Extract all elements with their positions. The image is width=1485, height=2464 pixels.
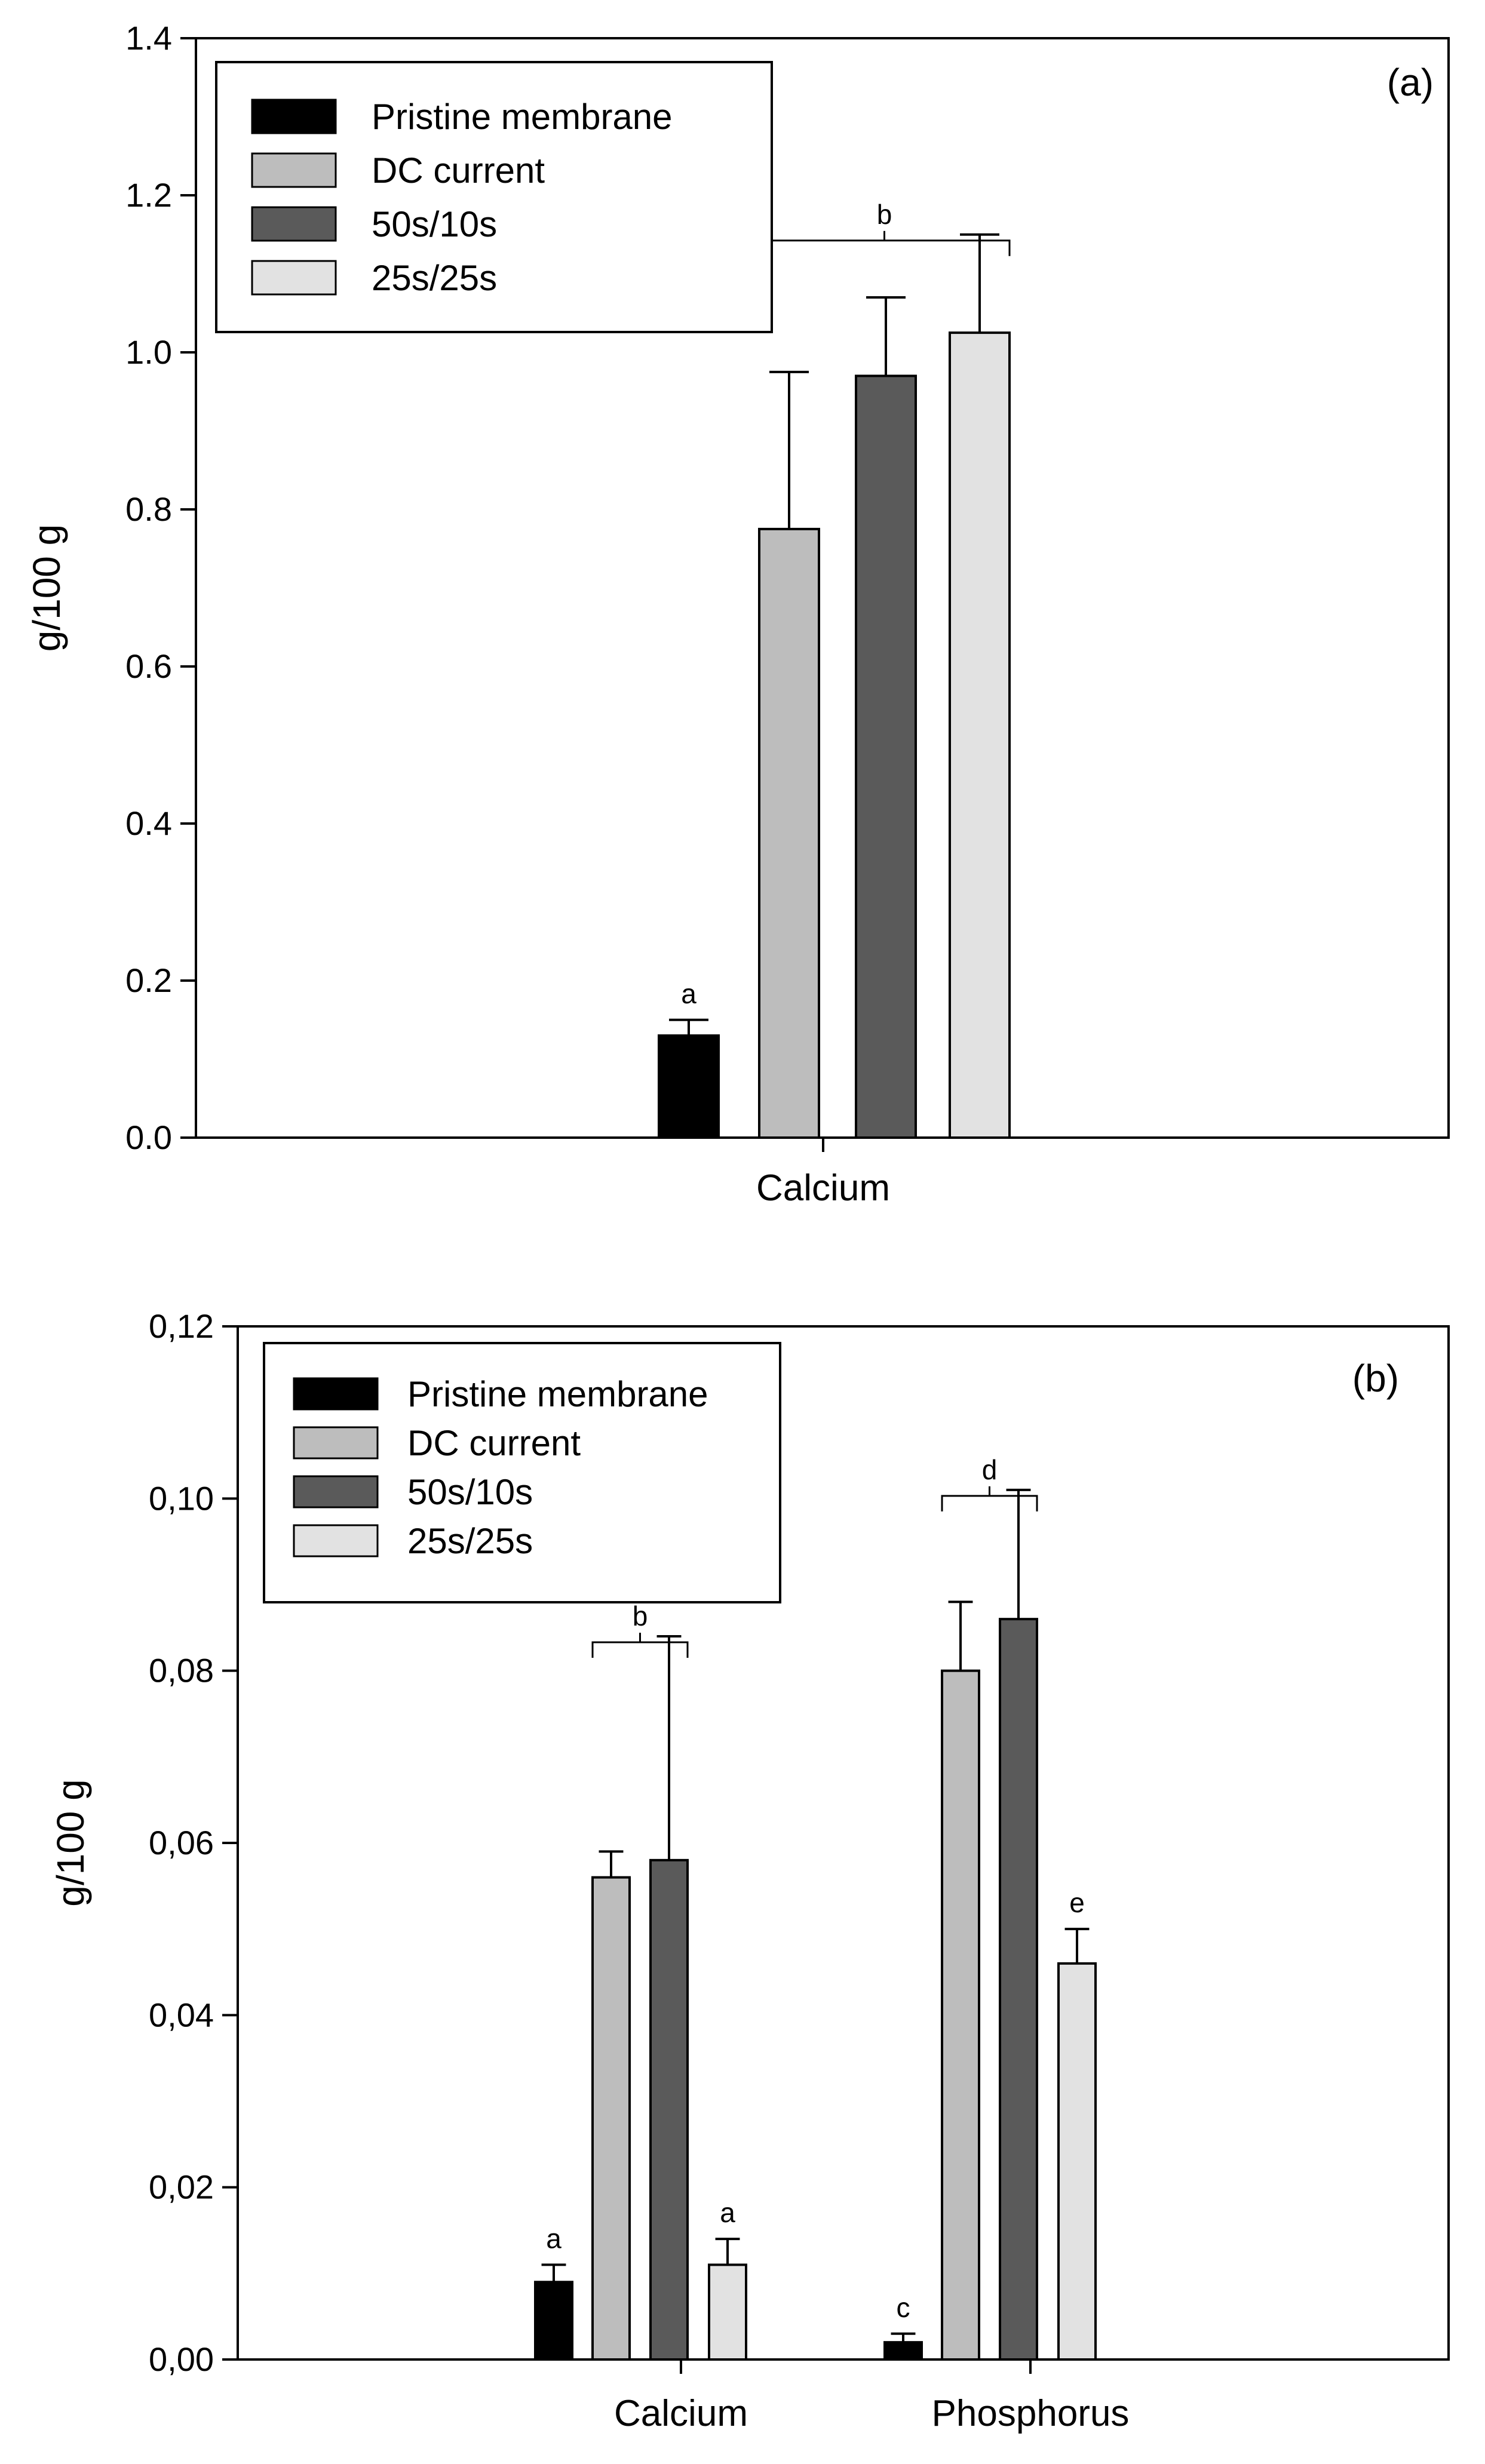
y-tick-label: 0.4	[125, 804, 172, 842]
legend-label: DC current	[407, 1423, 581, 1463]
bar	[649, 1858, 689, 2361]
bar	[949, 331, 1011, 1139]
bar	[999, 1618, 1038, 2361]
significance-letter: a	[681, 978, 697, 1009]
legend-swatch	[251, 260, 337, 296]
y-axis-title: g/100 g	[25, 524, 68, 652]
y-tick-label: 0.6	[125, 647, 172, 685]
y-tick-label: 0.2	[125, 961, 172, 999]
x-category-label: Calcium	[756, 1168, 890, 1209]
legend-label: 50s/10s	[407, 1472, 533, 1512]
panel-label: (a)	[1387, 61, 1434, 104]
bar	[534, 2281, 573, 2361]
y-tick-label: 0,04	[149, 1996, 214, 2033]
y-tick-label: 1.0	[125, 333, 172, 371]
y-tick-label: 0,02	[149, 2168, 214, 2206]
y-axis-title: g/100 g	[49, 1779, 92, 1907]
legend-label: Pristine membrane	[372, 97, 673, 137]
legend-swatch	[293, 1524, 379, 1557]
legend-label: 25s/25s	[407, 1521, 533, 1561]
significance-letter: d	[982, 1454, 998, 1485]
y-tick-label: 0.8	[125, 490, 172, 528]
x-category-label: Phosphorus	[932, 2393, 1130, 2434]
bar	[758, 527, 820, 1139]
legend-swatch	[293, 1426, 379, 1460]
x-category-label: Calcium	[614, 2393, 748, 2434]
significance-letter: b	[633, 1600, 648, 1632]
legend-label: DC current	[372, 150, 545, 191]
legend-swatch	[293, 1377, 379, 1411]
legend-swatch	[293, 1475, 379, 1508]
y-tick-label: 0,12	[149, 1307, 214, 1345]
y-tick-label: 0,00	[149, 2340, 214, 2378]
y-tick-label: 0,06	[149, 1824, 214, 1861]
bar	[941, 1669, 980, 2361]
legend-label: 50s/10s	[372, 204, 497, 244]
y-tick-label: 1.2	[125, 176, 172, 214]
y-tick-label: 0,10	[149, 1479, 214, 1517]
significance-bracket	[941, 1486, 1038, 1511]
panel-b-chart: 0,00 0,02 0,04 0,06 0,08 0,10 0,12 g/100 g Calci…	[49, 1307, 1450, 2434]
bar	[708, 2263, 747, 2361]
y-tick-label: 0.0	[125, 1119, 172, 1156]
significance-letter: e	[1069, 1887, 1085, 1918]
bar	[1057, 1962, 1097, 2361]
legend-label: Pristine membrane	[407, 1374, 708, 1414]
legend-swatch	[251, 99, 337, 134]
legend-swatch	[251, 206, 337, 242]
legend-label: 25s/25s	[372, 258, 497, 298]
significance-letter: c	[897, 2292, 910, 2323]
bar	[883, 2341, 923, 2361]
bar	[658, 1034, 720, 1139]
significance-letter: a	[720, 2197, 735, 2228]
significance-letter: a	[546, 2223, 562, 2254]
y-tick-label: 0,08	[149, 1652, 214, 1689]
panel-a-chart: 0.0 0.2 0.4 0.6 0.8 1.0 1.2 1.4 g/100 g Calcium a b…	[25, 19, 1450, 1209]
significance-bracket	[591, 1633, 689, 1658]
bar	[855, 374, 917, 1139]
legend-swatch	[251, 152, 337, 188]
y-tick-label: 1.4	[125, 19, 172, 57]
significance-letter: b	[877, 199, 892, 230]
bar	[591, 1876, 631, 2361]
panel-label: (b)	[1352, 1357, 1399, 1400]
